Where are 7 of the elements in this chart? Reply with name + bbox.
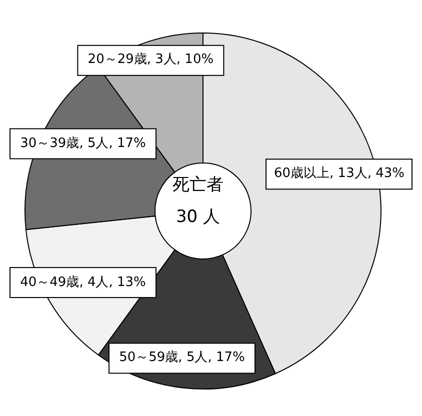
- slice-label: 60歳以上, 13人, 43%: [274, 165, 405, 184]
- text: 死亡者: [172, 175, 224, 195]
- slice-label: 20～29歳, 3人, 10%: [86, 51, 215, 70]
- slice-label: 30～39歳, 5人, 17%: [19, 134, 147, 153]
- slice-label: 50～59歳, 5人, 17%: [118, 349, 246, 368]
- text: 30 人: [176, 207, 220, 227]
- slice-label: 40～49歳, 4人, 13%: [19, 274, 147, 292]
